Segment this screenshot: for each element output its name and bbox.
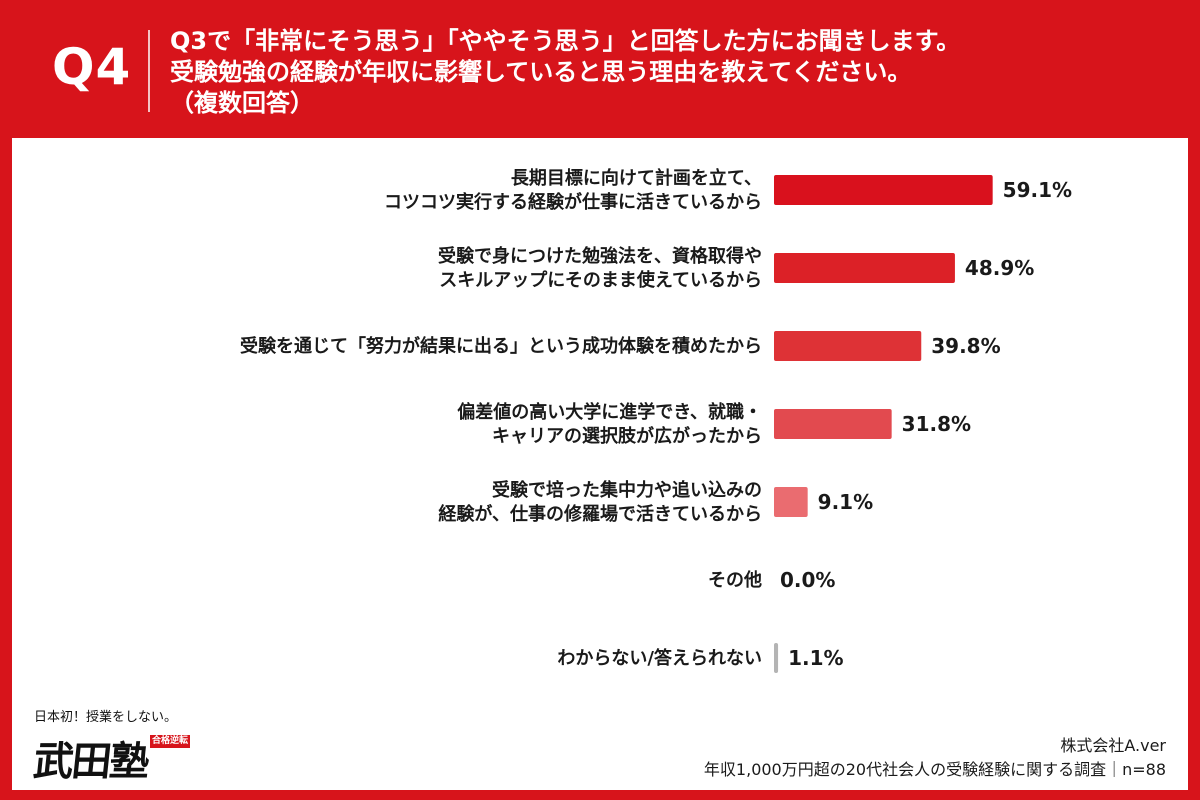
bar <box>774 253 955 283</box>
value-label: 31.8% <box>902 412 971 436</box>
category-label-line: その他 <box>708 569 762 591</box>
category-label-line: スキルアップにそのまま使えているから <box>439 269 762 291</box>
value-label: 1.1% <box>788 646 843 670</box>
logo-stamp: 合格逆転 <box>150 735 191 748</box>
question-number: Q4 <box>52 38 132 96</box>
bar <box>774 409 892 439</box>
category-label: その他 <box>708 569 762 591</box>
credit-company: 株式会社A.ver <box>1060 736 1166 755</box>
category-label-line: コツコツ実行する経験が仕事に活きているから <box>384 191 762 213</box>
logo-name: 武田塾 <box>31 738 151 785</box>
value-label: 48.9% <box>965 256 1034 280</box>
logo-tagline: 日本初！授業をしない。 <box>34 710 178 725</box>
value-label: 39.8% <box>931 334 1000 358</box>
question-header: Q4 Q3で「非常にそう思う」「ややそう思う」と回答した方にお聞きします。 受験… <box>0 0 1200 138</box>
bar <box>774 487 808 517</box>
category-label-line: 経験が、仕事の修羅場で活きているから <box>438 503 762 525</box>
category-label: 偏差値の高い大学に進学でき、就職・キャリアの選択肢が広がったから <box>457 401 762 447</box>
takedajuku-logo: 日本初！授業をしない。 武田塾 合格逆転 <box>31 706 214 786</box>
category-label-line: 受験で身につけた勉強法を、資格取得や <box>438 245 762 267</box>
question-line-1: Q3で「非常にそう思う」「ややそう思う」と回答した方にお聞きします。 <box>170 27 961 55</box>
bar <box>774 643 779 673</box>
category-label: 受験で身につけた勉強法を、資格取得やスキルアップにそのまま使えているから <box>438 245 762 291</box>
value-label: 9.1% <box>818 490 873 514</box>
category-label: 長期目標に向けて計画を立て、コツコツ実行する経験が仕事に活きているから <box>384 167 762 213</box>
category-label-line: キャリアの選択肢が広がったから <box>492 425 762 447</box>
category-label-line: 長期目標に向けて計画を立て、 <box>511 167 762 189</box>
value-label: 59.1% <box>1003 178 1072 202</box>
category-label-line: 偏差値の高い大学に進学でき、就職・ <box>457 401 762 423</box>
header-divider <box>148 30 150 112</box>
category-label: わからない/答えられない <box>557 647 762 669</box>
question-text: Q3で「非常にそう思う」「ややそう思う」と回答した方にお聞きします。 受験勉強の… <box>170 26 1180 119</box>
bar-chart: 長期目標に向けて計画を立て、コツコツ実行する経験が仕事に活きているから 59.1%… <box>240 167 1072 673</box>
chart-panel: 長期目標に向けて計画を立て、コツコツ実行する経験が仕事に活きているから 59.1%… <box>12 138 1188 790</box>
question-line-2: 受験勉強の経験が年収に影響していると思う理由を教えてください。 <box>170 58 912 86</box>
credit-survey: 年収1,000万円超の20代社会人の受験経験に関する調査｜n=88 <box>703 760 1166 779</box>
category-label: 受験で培った集中力や追い込みの経験が、仕事の修羅場で活きているから <box>438 479 762 525</box>
survey-credit: 株式会社A.ver 年収1,000万円超の20代社会人の受験経験に関する調査｜n… <box>704 734 1166 782</box>
category-label-line: わからない/答えられない <box>557 647 762 669</box>
question-line-3: （複数回答） <box>170 89 314 117</box>
category-label-line: 受験で培った集中力や追い込みの <box>492 479 762 501</box>
category-label-line: 受験を通じて「努力が結果に出る」という成功体験を積めたから <box>240 335 762 357</box>
bar <box>774 331 922 361</box>
value-label: 0.0% <box>780 568 835 592</box>
bar <box>774 175 993 205</box>
category-label: 受験を通じて「努力が結果に出る」という成功体験を積めたから <box>240 335 762 357</box>
